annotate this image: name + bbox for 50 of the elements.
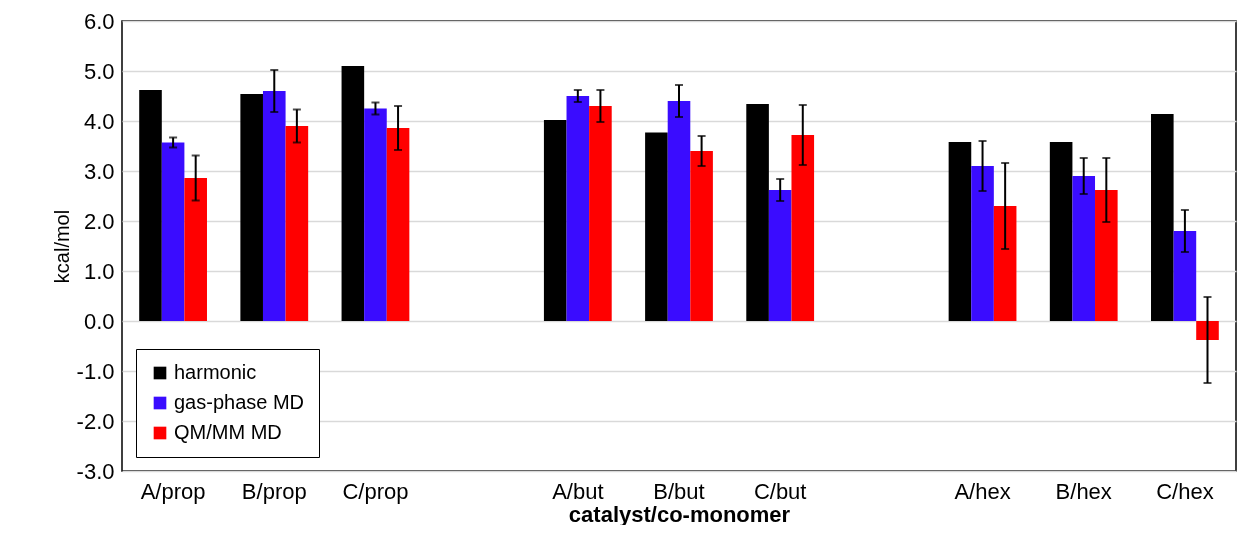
x-tick-label: B/prop bbox=[241, 478, 307, 504]
bar bbox=[768, 190, 792, 321]
y-tick-label: -2.0 bbox=[76, 408, 115, 434]
y-tick-label: 3.0 bbox=[83, 158, 115, 184]
bar bbox=[341, 66, 365, 321]
x-tick-label: A/prop bbox=[140, 478, 206, 504]
x-tick-label: B/but bbox=[653, 478, 705, 504]
y-tick-label: -3.0 bbox=[76, 458, 115, 484]
bar bbox=[262, 91, 286, 321]
legend-label: gas-phase MD bbox=[174, 391, 305, 413]
y-tick-label: 1.0 bbox=[83, 258, 115, 284]
legend-label: harmonic bbox=[174, 361, 257, 383]
y-axis-title: kcal/mol bbox=[50, 209, 73, 284]
bar bbox=[1072, 176, 1096, 321]
x-tick-label: B/hex bbox=[1055, 478, 1112, 504]
bar bbox=[161, 142, 185, 321]
x-tick-label: C/prop bbox=[342, 478, 409, 504]
y-tick-label: 4.0 bbox=[83, 108, 115, 134]
x-tick-label: C/hex bbox=[1156, 478, 1214, 504]
x-tick-label: A/but bbox=[552, 478, 604, 504]
bar bbox=[285, 126, 309, 321]
bar bbox=[746, 104, 769, 321]
y-tick-label: 5.0 bbox=[83, 58, 115, 84]
bar bbox=[386, 128, 410, 321]
y-tick-label: 6.0 bbox=[83, 8, 115, 34]
bar bbox=[645, 132, 668, 321]
bar bbox=[971, 166, 994, 321]
bar bbox=[184, 178, 207, 321]
bar bbox=[543, 120, 567, 321]
bar bbox=[791, 135, 815, 321]
bar bbox=[1196, 321, 1219, 340]
bar bbox=[139, 90, 162, 321]
bar bbox=[364, 108, 387, 321]
bar bbox=[690, 151, 713, 321]
bar bbox=[948, 142, 972, 321]
bar bbox=[667, 101, 691, 321]
x-tick-label: C/but bbox=[753, 478, 807, 504]
legend-label: QM/MM MD bbox=[174, 421, 282, 443]
y-tick-label: 2.0 bbox=[83, 208, 115, 234]
bar bbox=[993, 206, 1017, 321]
bar bbox=[1049, 142, 1073, 321]
y-tick-label: 0.0 bbox=[83, 308, 115, 334]
bar bbox=[566, 96, 590, 321]
bar bbox=[589, 106, 612, 321]
x-tick-label: A/hex bbox=[954, 478, 1011, 504]
y-tick-label: -1.0 bbox=[76, 358, 115, 384]
bar bbox=[1151, 114, 1174, 321]
bar bbox=[1095, 190, 1118, 321]
bar bbox=[1173, 231, 1197, 321]
bar bbox=[240, 94, 263, 321]
